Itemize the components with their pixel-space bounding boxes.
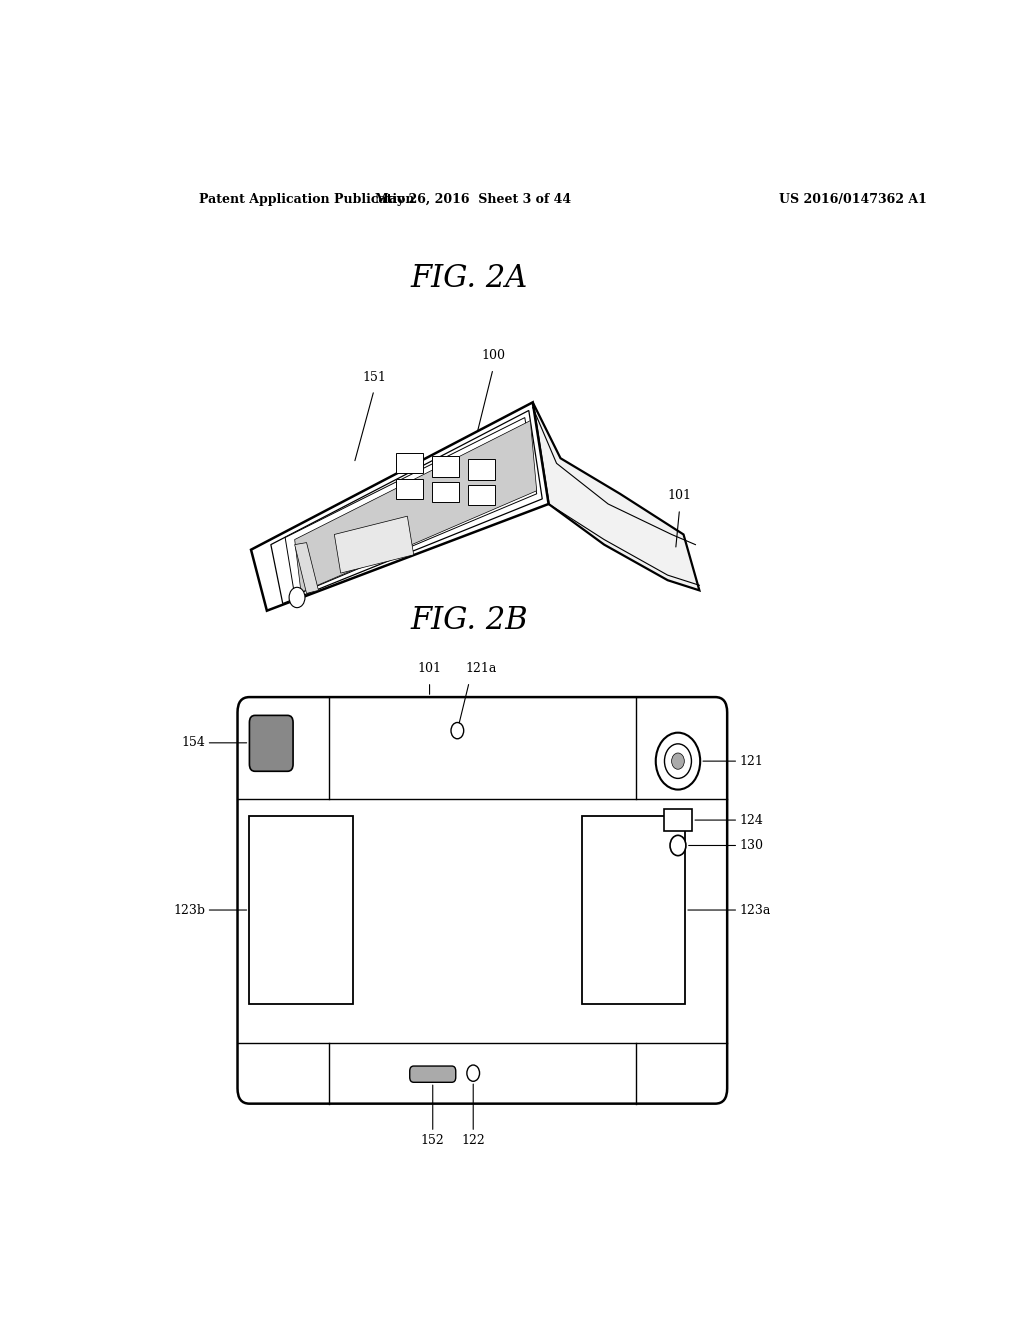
Text: FIG. 2B: FIG. 2B <box>411 606 528 636</box>
Text: May 26, 2016  Sheet 3 of 44: May 26, 2016 Sheet 3 of 44 <box>375 193 571 206</box>
Text: 101: 101 <box>668 488 691 502</box>
Polygon shape <box>468 484 495 506</box>
Polygon shape <box>468 459 495 479</box>
Circle shape <box>665 744 691 779</box>
Polygon shape <box>334 516 414 573</box>
Text: 130: 130 <box>739 840 763 851</box>
FancyBboxPatch shape <box>664 809 692 832</box>
Circle shape <box>670 836 686 855</box>
Polygon shape <box>295 543 318 594</box>
Polygon shape <box>396 479 423 499</box>
Text: 123a: 123a <box>739 903 770 916</box>
Text: US 2016/0147362 A1: US 2016/0147362 A1 <box>778 193 927 206</box>
Text: 124: 124 <box>739 813 763 826</box>
Circle shape <box>672 752 684 770</box>
Text: FIG. 2A: FIG. 2A <box>411 263 528 294</box>
Text: 101: 101 <box>418 661 441 675</box>
Text: 151: 151 <box>362 371 386 384</box>
Circle shape <box>451 722 464 739</box>
Polygon shape <box>432 457 459 477</box>
Text: Patent Application Publication: Patent Application Publication <box>200 193 415 206</box>
Text: 152: 152 <box>421 1134 444 1147</box>
Text: 122: 122 <box>462 1134 485 1147</box>
Circle shape <box>289 587 305 607</box>
FancyBboxPatch shape <box>250 715 293 771</box>
FancyBboxPatch shape <box>582 816 685 1005</box>
Text: 100: 100 <box>481 348 505 362</box>
Text: 154: 154 <box>182 737 206 750</box>
Circle shape <box>655 733 700 789</box>
FancyBboxPatch shape <box>410 1067 456 1082</box>
Polygon shape <box>270 411 543 603</box>
FancyBboxPatch shape <box>238 697 727 1104</box>
Polygon shape <box>251 403 549 611</box>
Polygon shape <box>295 421 537 593</box>
FancyBboxPatch shape <box>250 816 352 1005</box>
Polygon shape <box>396 453 423 474</box>
Polygon shape <box>285 417 537 595</box>
Circle shape <box>467 1065 479 1081</box>
Text: 123b: 123b <box>174 903 206 916</box>
Polygon shape <box>532 403 699 590</box>
Polygon shape <box>432 482 459 502</box>
Text: 121a: 121a <box>466 661 497 675</box>
Text: 121: 121 <box>739 755 763 768</box>
